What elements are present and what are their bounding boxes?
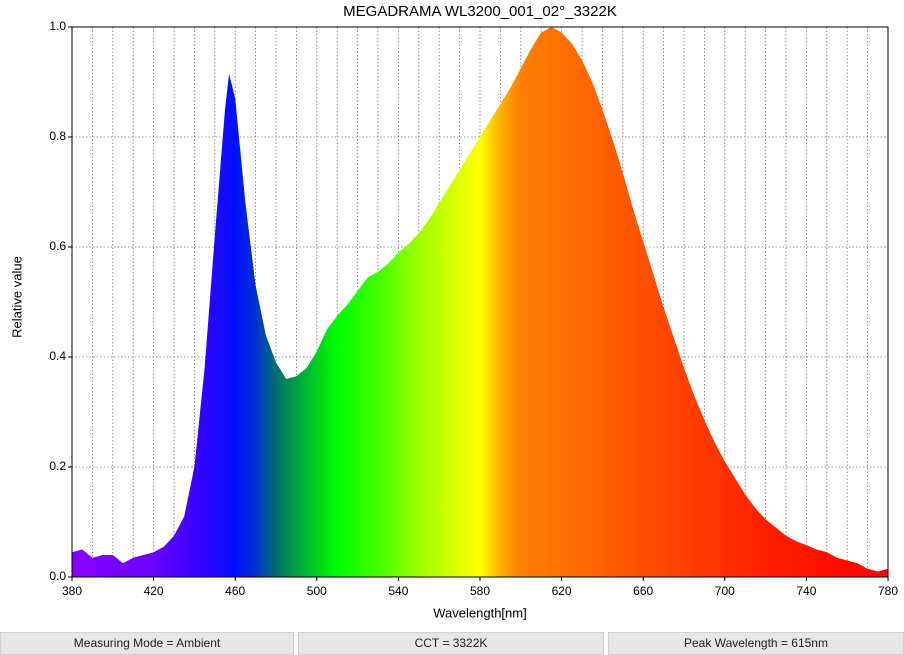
y-tick-label: 1.0 bbox=[49, 19, 66, 33]
spectrum-area bbox=[72, 27, 888, 577]
y-tick-label: 0.2 bbox=[49, 459, 66, 473]
x-tick-label: 500 bbox=[307, 584, 327, 598]
y-tick-label: 0.4 bbox=[49, 349, 66, 363]
y-tick-label: 0.0 bbox=[49, 569, 66, 583]
status-mode: Measuring Mode = Ambient bbox=[0, 632, 294, 655]
x-tick-label: 700 bbox=[715, 584, 735, 598]
x-tick-label: 460 bbox=[225, 584, 245, 598]
x-tick-label: 580 bbox=[470, 584, 490, 598]
y-axis-label: Relative value bbox=[9, 256, 24, 338]
x-tick-label: 620 bbox=[552, 584, 572, 598]
plot bbox=[72, 27, 888, 577]
x-tick-label: 740 bbox=[796, 584, 816, 598]
chart: MEGADRAMA WL3200_001_02°_3322K Wavelengt… bbox=[9, 3, 898, 620]
status-cct: CCT = 3322K bbox=[298, 632, 604, 655]
x-tick-label: 660 bbox=[633, 584, 653, 598]
chart-title: MEGADRAMA WL3200_001_02°_3322K bbox=[343, 3, 617, 20]
status-peak: Peak Wavelength = 615nm bbox=[608, 632, 904, 655]
x-tick-label: 540 bbox=[388, 584, 408, 598]
y-tick-label: 0.6 bbox=[49, 239, 66, 253]
x-tick-label: 380 bbox=[62, 584, 82, 598]
y-tick-label: 0.8 bbox=[49, 129, 66, 143]
x-tick-label: 420 bbox=[144, 584, 164, 598]
x-tick-label: 780 bbox=[878, 584, 898, 598]
x-axis-label: Wavelength[nm] bbox=[433, 605, 526, 620]
